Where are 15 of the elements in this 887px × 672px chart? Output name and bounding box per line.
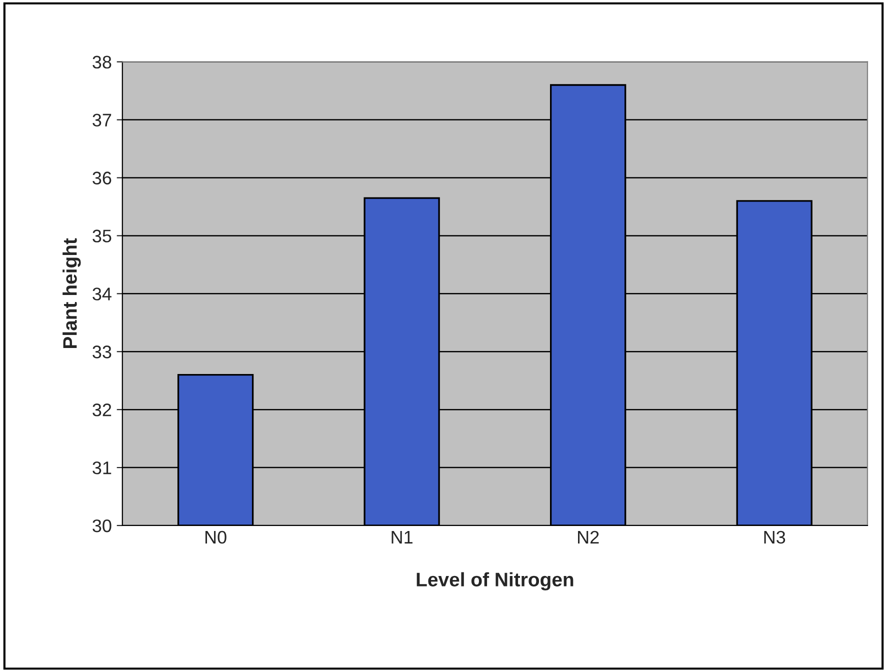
y-tick-label: 37	[92, 114, 112, 127]
y-tick-label: 30	[92, 519, 112, 532]
x-axis-title: Level of Nitrogen	[416, 572, 574, 590]
y-tick-label: 34	[92, 288, 112, 300]
x-tick-label: N2	[578, 530, 599, 544]
y-tick-label: 35	[92, 230, 112, 242]
y-tick-label: 32	[92, 404, 112, 416]
x-tick-label: N0	[205, 530, 226, 544]
y-tick-label: 33	[92, 346, 112, 358]
x-tick-label: N3	[764, 530, 786, 544]
y-tick-label: 36	[92, 172, 112, 184]
y-tick-label: 31	[92, 461, 112, 474]
y-axis-title: Plant height	[62, 238, 81, 348]
y-tick-label: 38	[92, 56, 112, 69]
x-tick-label: N1	[392, 531, 412, 544]
